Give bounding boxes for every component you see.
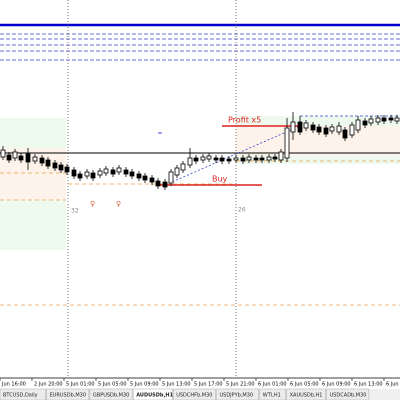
- tab[interactable]: [286, 388, 326, 400]
- candles: [0, 117, 400, 188]
- time-label: 6 Jun 17:00: [386, 382, 400, 388]
- tab-label[interactable]: BTCUSD,Daily: [3, 393, 38, 399]
- tab[interactable]: [46, 388, 90, 400]
- time-label: 6 Jun 01:00: [258, 382, 287, 388]
- separator: [67, 0, 237, 378]
- tab-label[interactable]: USDCHFb,M30: [176, 393, 212, 399]
- tab-label[interactable]: EURUSDb,M30: [50, 393, 86, 399]
- time-label: 5 Jun 05:00: [98, 382, 127, 388]
- time-label: 5 Jun 17:00: [194, 382, 223, 388]
- time-label: 2 Jun 20:00: [34, 382, 63, 388]
- time-label: Jun 16:00: [1, 382, 26, 388]
- tab-label[interactable]: GBPUSDb,M30: [93, 393, 129, 399]
- tab[interactable]: [132, 388, 173, 400]
- tab-label[interactable]: USDCADb,M30: [330, 393, 367, 399]
- buy-label: Buy: [212, 175, 228, 184]
- time-labels: Jun 16:00 2 Jun 20:00 5 Jun 01:00 5 Jun 05:…: [0, 378, 400, 388]
- tab[interactable]: [326, 388, 370, 400]
- time-label: 6 Jun 13:00: [354, 382, 383, 388]
- time-label: 5 Jun 09:00: [130, 382, 159, 388]
- bar-count: 32: [71, 208, 79, 215]
- tab-label[interactable]: AUDUSDb,H1: [136, 393, 173, 399]
- tab-label[interactable]: USDJPYb,M30: [220, 393, 254, 399]
- time-label: 6 Jun 05:00: [290, 382, 319, 388]
- tab[interactable]: [89, 388, 133, 400]
- tab-label[interactable]: XAUUSDb,H1: [290, 393, 323, 399]
- marker: ♀: [90, 200, 95, 208]
- time-label: 5 Jun 13:00: [162, 382, 191, 388]
- profit-label: Profit x5: [228, 116, 261, 125]
- tab[interactable]: [172, 388, 216, 400]
- time-label: 6 Jun 09:00: [322, 382, 351, 388]
- time-label: 5 Jun 01:00: [66, 382, 95, 388]
- tab[interactable]: [259, 388, 286, 400]
- marker: ♀: [116, 200, 121, 208]
- trade-link: [164, 125, 301, 186]
- tabs: BTCUSD,Daily EURUSDb,M30 GBPUSDb,M30 AUDUSD…: [0, 388, 370, 400]
- bar-count: 26: [238, 207, 246, 214]
- time-label: 5 Jun 21:00: [226, 382, 255, 388]
- dashed-levels: [0, 33, 400, 61]
- tab[interactable]: [216, 388, 260, 400]
- tab[interactable]: [0, 388, 46, 400]
- tab-label[interactable]: WTI,H1: [263, 393, 281, 399]
